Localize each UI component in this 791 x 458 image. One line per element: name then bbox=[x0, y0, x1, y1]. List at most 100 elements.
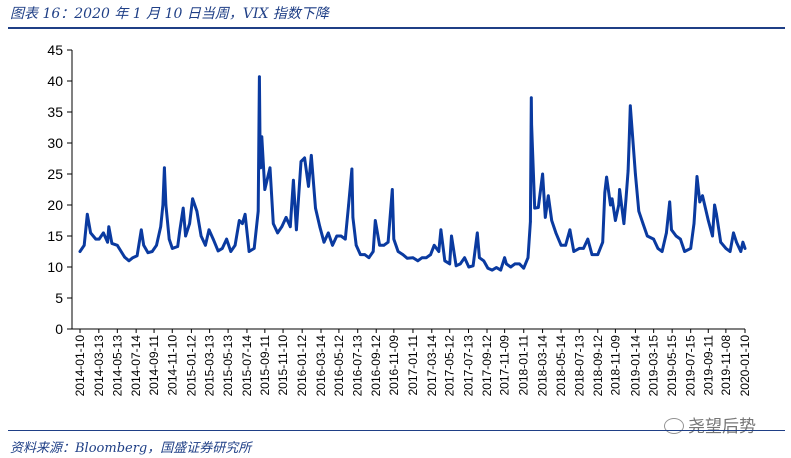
data-point bbox=[82, 244, 86, 247]
x-tick-label: 2014-03-13 bbox=[92, 335, 106, 397]
data-point bbox=[541, 172, 544, 176]
data-point bbox=[258, 75, 261, 78]
y-tick-label: 25 bbox=[47, 166, 63, 182]
data-point bbox=[692, 222, 696, 225]
wechat-icon bbox=[664, 418, 684, 434]
x-tick-label: 2017-05-12 bbox=[443, 335, 457, 397]
data-point bbox=[163, 166, 166, 170]
data-point bbox=[529, 220, 532, 223]
data-point bbox=[354, 244, 358, 247]
data-point bbox=[605, 175, 608, 179]
data-point bbox=[665, 231, 668, 235]
data-point bbox=[378, 244, 381, 247]
x-tick-label: 2019-03-15 bbox=[647, 335, 661, 397]
data-point bbox=[116, 244, 119, 247]
data-point bbox=[578, 247, 581, 250]
data-point bbox=[142, 244, 145, 247]
data-point bbox=[258, 139, 262, 143]
x-tick-label: 2019-11-08 bbox=[719, 335, 733, 396]
y-tick-label: 30 bbox=[47, 135, 63, 151]
y-tick-label: 5 bbox=[55, 290, 63, 306]
data-point bbox=[176, 245, 179, 248]
data-point bbox=[260, 135, 264, 139]
data-point bbox=[263, 188, 267, 191]
data-point bbox=[695, 175, 699, 178]
data-point bbox=[724, 247, 728, 250]
data-point bbox=[347, 203, 350, 207]
data-point bbox=[135, 254, 139, 258]
data-point bbox=[146, 251, 150, 254]
chart-axes bbox=[67, 49, 746, 333]
data-point bbox=[713, 203, 716, 207]
y-tick-label: 45 bbox=[47, 42, 63, 58]
data-point bbox=[367, 256, 371, 260]
data-point bbox=[211, 237, 215, 241]
x-tick-label: 2016-09-12 bbox=[369, 335, 383, 397]
data-point bbox=[207, 228, 211, 232]
data-point bbox=[238, 219, 241, 222]
data-point bbox=[707, 219, 710, 222]
data-point bbox=[564, 244, 567, 247]
data-point bbox=[689, 247, 692, 250]
data-point bbox=[221, 247, 224, 250]
data-point bbox=[513, 262, 517, 266]
figure-title: 图表 16：2020 年 1 月 10 日当周，VIX 指数下降 bbox=[10, 6, 329, 22]
data-point bbox=[656, 247, 660, 250]
x-tick-label: 2016-05-12 bbox=[332, 335, 346, 397]
x-tick-label: 2020-01-10 bbox=[738, 335, 752, 397]
data-point bbox=[181, 206, 185, 210]
data-point bbox=[110, 242, 114, 245]
x-tick-label: 2018-09-12 bbox=[591, 335, 605, 397]
data-point bbox=[233, 244, 237, 247]
data-point bbox=[490, 268, 494, 272]
data-point bbox=[307, 185, 310, 188]
y-tick-label: 0 bbox=[55, 321, 63, 337]
data-point bbox=[437, 250, 441, 253]
series-line-vix bbox=[78, 75, 747, 272]
figure-source: 资料来源：Bloomberg，国盛证券研究所 bbox=[10, 441, 252, 456]
data-point bbox=[609, 203, 612, 207]
data-point bbox=[256, 209, 260, 213]
x-tick-label: 2015-07-14 bbox=[240, 335, 254, 397]
source-divider bbox=[8, 430, 785, 431]
data-point bbox=[416, 259, 420, 263]
data-point bbox=[698, 200, 702, 204]
data-point bbox=[391, 188, 394, 191]
data-point bbox=[284, 216, 288, 219]
data-point bbox=[247, 250, 251, 253]
x-tick-label: 2019-01-14 bbox=[628, 335, 642, 397]
data-point bbox=[429, 253, 432, 256]
data-point bbox=[289, 225, 292, 228]
y-tick-label: 15 bbox=[47, 228, 63, 244]
data-point bbox=[292, 178, 295, 182]
data-point bbox=[432, 244, 436, 247]
data-point bbox=[596, 253, 600, 256]
data-point bbox=[382, 244, 386, 247]
data-point bbox=[629, 104, 632, 108]
data-point bbox=[503, 256, 506, 260]
data-point bbox=[351, 216, 355, 219]
x-tick-label: 2015-03-13 bbox=[203, 335, 217, 397]
data-point bbox=[363, 253, 367, 256]
y-tick-label: 35 bbox=[47, 104, 63, 120]
data-point bbox=[463, 256, 466, 260]
data-point bbox=[505, 262, 508, 266]
data-point bbox=[450, 234, 453, 238]
data-point bbox=[155, 244, 158, 247]
data-point bbox=[530, 123, 533, 126]
x-tick-label: 2015-05-13 bbox=[221, 335, 235, 397]
x-tick-label: 2019-07-15 bbox=[684, 335, 698, 397]
x-tick-label: 2018-01-11 bbox=[517, 335, 531, 396]
data-point bbox=[582, 247, 585, 250]
data-point bbox=[178, 228, 182, 232]
x-tick-label: 2017-09-12 bbox=[480, 335, 494, 397]
data-point bbox=[303, 156, 306, 160]
data-point bbox=[78, 250, 82, 253]
data-point bbox=[509, 265, 512, 269]
title-divider bbox=[8, 27, 785, 29]
data-point bbox=[322, 240, 326, 244]
data-point bbox=[350, 167, 354, 171]
data-point bbox=[614, 219, 617, 222]
data-point bbox=[622, 222, 626, 225]
